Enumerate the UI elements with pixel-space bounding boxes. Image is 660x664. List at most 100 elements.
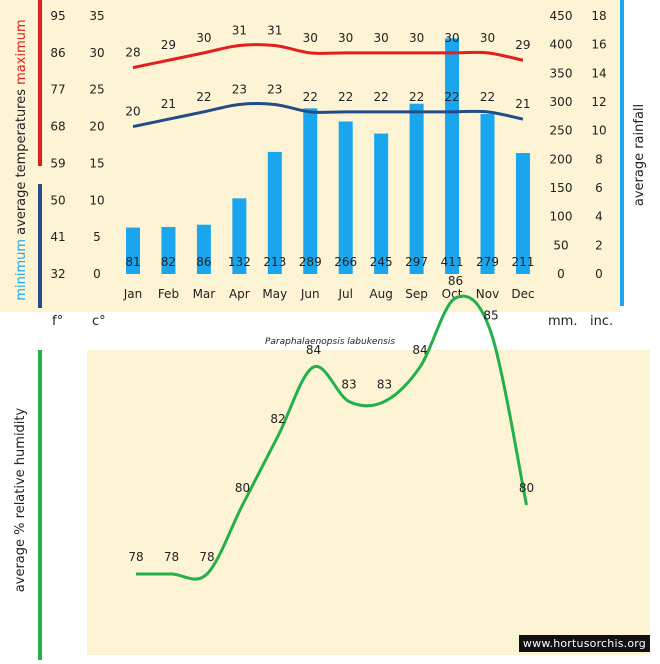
minimum-temperature-label: 22 xyxy=(338,90,353,104)
minimum-temperature-label: 22 xyxy=(196,90,211,104)
celsius-tick-label: 30 xyxy=(89,46,104,60)
month-label: Jun xyxy=(300,287,320,301)
minimum-temperature-label: 22 xyxy=(409,90,424,104)
humidity-value-label: 84 xyxy=(306,343,321,357)
inch-tick-label: 16 xyxy=(591,38,606,52)
mm-tick-label: 0 xyxy=(557,267,565,281)
fahrenheit-unit-label: f° xyxy=(52,314,63,329)
celsius-tick-label: 10 xyxy=(89,193,104,207)
month-label: Apr xyxy=(229,287,250,301)
species-name: Paraphalaenopsis labukensis xyxy=(265,337,395,347)
mm-tick-label: 400 xyxy=(550,38,573,52)
month-label: Dec xyxy=(511,287,534,301)
temp-title-average: average temperatures xyxy=(14,85,29,239)
mm-tick-label: 100 xyxy=(550,210,573,224)
rainfall-bar xyxy=(480,114,495,274)
mm-unit-label: mm. xyxy=(548,314,577,329)
inch-tick-label: 18 xyxy=(591,9,606,23)
minimum-temperature-label: 22 xyxy=(480,90,495,104)
inch-tick-label: 4 xyxy=(595,210,603,224)
minimum-temperature-label: 23 xyxy=(232,82,247,96)
month-label: Jul xyxy=(337,287,352,301)
inch-tick-label: 12 xyxy=(591,95,606,109)
watermark: www.hortusorchis.org xyxy=(518,635,650,652)
humidity-value-label: 85 xyxy=(483,309,498,323)
minimum-temperature-label: 23 xyxy=(267,82,282,96)
rainfall-bar xyxy=(161,226,176,274)
rainfall-bar xyxy=(374,133,389,274)
inch-tick-label: 14 xyxy=(591,66,606,80)
maximum-temperature-line xyxy=(132,43,524,70)
humidity-value-label: 78 xyxy=(164,550,179,564)
month-label: Feb xyxy=(158,287,179,301)
inch-tick-label: 10 xyxy=(591,124,606,138)
maximum-temperature-label: 30 xyxy=(303,31,318,45)
maximum-temperature-label: 31 xyxy=(267,23,282,37)
rainfall-value-label: 411 xyxy=(441,255,464,269)
bottom-panel-background xyxy=(87,350,650,655)
rainfall-value-label: 82 xyxy=(161,255,176,269)
fahrenheit-tick-label: 95 xyxy=(50,9,65,23)
rainfall-value-label: 245 xyxy=(370,255,393,269)
celsius-unit-label: c° xyxy=(92,314,106,329)
maximum-temperature-label: 29 xyxy=(515,38,530,52)
fahrenheit-tick-label: 59 xyxy=(50,156,65,170)
month-label: May xyxy=(262,287,287,301)
fahrenheit-tick-label: 86 xyxy=(50,46,65,60)
humidity-value-label: 86 xyxy=(448,274,463,288)
maximum-temperature-label: 30 xyxy=(444,31,459,45)
rainfall-value-label: 86 xyxy=(196,255,211,269)
minimum-temperature-line xyxy=(132,102,524,129)
humidity-line xyxy=(136,294,528,581)
fahrenheit-tick-label: 32 xyxy=(50,267,65,281)
celsius-tick-label: 25 xyxy=(89,83,104,97)
celsius-tick-label: 35 xyxy=(89,9,104,23)
humidity-value-label: 80 xyxy=(235,481,250,495)
fahrenheit-tick-label: 68 xyxy=(50,120,65,134)
rainfall-bar xyxy=(445,38,460,274)
fahrenheit-tick-label: 41 xyxy=(50,230,65,244)
inch-tick-label: 6 xyxy=(595,181,603,195)
inch-tick-label: 0 xyxy=(595,267,603,281)
fahrenheit-tick-label: 50 xyxy=(50,193,65,207)
minimum-temperature-label: 20 xyxy=(125,105,140,119)
mm-tick-label: 300 xyxy=(550,95,573,109)
rainfall-value-label: 213 xyxy=(263,255,286,269)
rainfall-bar xyxy=(303,108,318,274)
temp-title-minimum: minimum xyxy=(14,239,29,301)
maximum-temperature-label: 30 xyxy=(196,31,211,45)
month-label: Sep xyxy=(405,287,428,301)
celsius-tick-label: 20 xyxy=(89,120,104,134)
mm-tick-label: 250 xyxy=(550,124,573,138)
rainfall-value-label: 289 xyxy=(299,255,322,269)
inch-tick-label: 8 xyxy=(595,152,603,166)
celsius-tick-label: 5 xyxy=(93,230,101,244)
celsius-tick-label: 0 xyxy=(93,267,101,281)
minimum-temperature-label: 22 xyxy=(303,90,318,104)
minimum-temperature-label: 22 xyxy=(374,90,389,104)
minimum-temperature-label: 21 xyxy=(515,97,530,111)
mm-tick-label: 50 xyxy=(553,238,568,252)
inches-unit-label: inc. xyxy=(590,314,613,329)
humidity-value-label: 78 xyxy=(128,550,143,564)
temperature-axis-title: minimum average temperatures maximum xyxy=(14,19,29,300)
mm-tick-label: 450 xyxy=(550,9,573,23)
celsius-tick-label: 15 xyxy=(89,156,104,170)
maximum-temperature-label: 30 xyxy=(338,31,353,45)
mm-tick-label: 150 xyxy=(550,181,573,195)
rainfall-bar xyxy=(126,227,140,274)
mm-tick-label: 350 xyxy=(550,66,573,80)
rainfall-bar xyxy=(196,224,211,274)
rainfall-bar xyxy=(232,198,247,274)
mm-tick-label: 200 xyxy=(550,152,573,166)
rainfall-value-label: 211 xyxy=(511,255,534,269)
rainfall-value-label: 297 xyxy=(405,255,428,269)
humidity-value-label: 83 xyxy=(341,378,356,392)
maximum-temperature-label: 30 xyxy=(409,31,424,45)
humidity-value-label: 78 xyxy=(199,550,214,564)
maximum-temperature-label: 30 xyxy=(374,31,389,45)
humidity-value-label: 84 xyxy=(412,343,427,357)
month-label: Jan xyxy=(123,287,143,301)
